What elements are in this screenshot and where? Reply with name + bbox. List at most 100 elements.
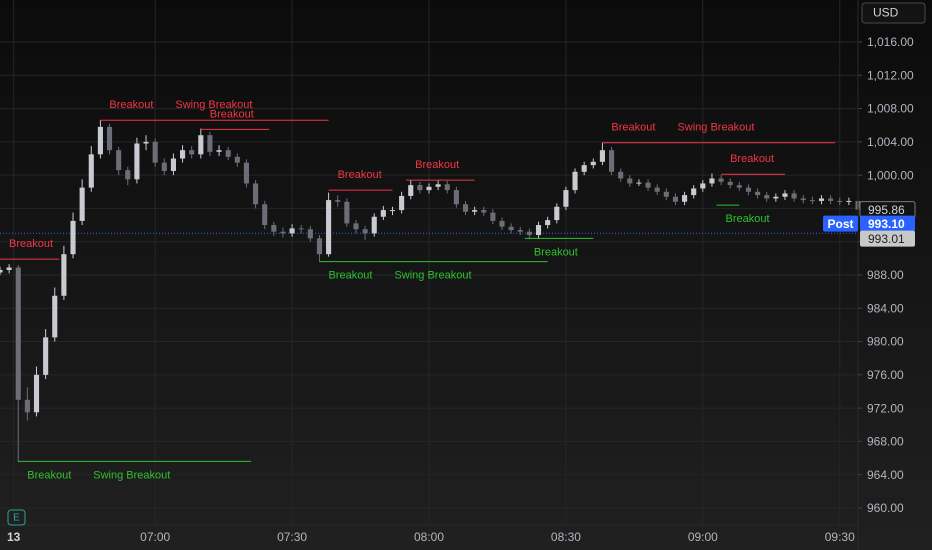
candle-body	[472, 210, 478, 212]
candle-body	[618, 171, 624, 179]
candle-body	[24, 399, 30, 413]
candle-body	[344, 201, 350, 224]
candle-body	[554, 206, 560, 221]
event-marker[interactable]: E	[13, 513, 20, 524]
x-tick-label: 07:00	[140, 530, 170, 544]
x-tick-label: 07:30	[277, 530, 307, 544]
candle-body	[262, 204, 268, 226]
post-line-tag	[860, 230, 915, 247]
candle-body	[33, 374, 40, 413]
candle-body	[672, 196, 679, 202]
candle-body	[691, 188, 697, 196]
candle-body	[207, 135, 213, 152]
breakout-label: Breakout	[534, 246, 578, 258]
candle-body	[189, 150, 195, 155]
candle-body	[198, 135, 204, 155]
x-tick-label: 08:30	[551, 530, 581, 544]
candle-body	[408, 185, 414, 196]
breakout-label: Breakout	[611, 122, 655, 134]
candle-body	[755, 191, 761, 196]
candle-body	[828, 198, 834, 201]
grid	[0, 0, 858, 525]
candle-body	[335, 200, 341, 202]
x-tick-label: 08:00	[414, 530, 444, 544]
x-tick-label: 13	[7, 530, 21, 544]
candle-body	[106, 126, 113, 151]
y-tick-label: 988.00	[867, 268, 904, 282]
candle-body	[517, 230, 523, 232]
candle-body	[627, 178, 633, 184]
candle-body	[52, 295, 58, 338]
candle-body	[289, 228, 295, 234]
candle-body	[362, 229, 368, 234]
candle-body	[371, 216, 377, 234]
candle-body	[216, 150, 222, 152]
currency-label[interactable]: USD	[873, 6, 899, 20]
candle-body	[818, 198, 825, 201]
breakout-label: Breakout	[730, 153, 774, 165]
candle-body	[526, 231, 532, 236]
y-tick-label: 964.00	[867, 468, 904, 482]
candle-body	[791, 193, 797, 199]
candle-body	[499, 220, 505, 227]
candle-body	[462, 204, 469, 212]
candle-body	[417, 185, 423, 191]
candle-body	[79, 187, 85, 221]
candle-body	[444, 184, 450, 191]
y-tick-label: 984.00	[867, 301, 904, 315]
post-price-tag	[860, 215, 915, 232]
candle-body	[800, 198, 806, 201]
candle-body	[700, 183, 706, 189]
candle-body	[727, 181, 733, 186]
candle-body	[0, 269, 3, 273]
breakout-label: Swing Breakout	[394, 270, 471, 282]
candle-body	[6, 267, 12, 270]
breakout-label: Breakout	[27, 469, 71, 481]
candle-body	[399, 195, 405, 211]
event-badge[interactable]	[7, 509, 26, 526]
post-name-tag	[823, 215, 858, 232]
candle-body	[663, 191, 669, 197]
candle-body	[61, 254, 67, 296]
breakout-label: Breakout	[109, 99, 153, 111]
breakout-label: Swing Breakout	[677, 122, 754, 134]
breakout-label: Swing Breakout	[93, 469, 170, 481]
y-tick-label: 1,012.00	[867, 68, 914, 82]
candle-body	[545, 220, 551, 226]
candle-body	[353, 223, 359, 230]
candle-body	[307, 229, 313, 239]
candle-body	[116, 150, 122, 171]
y-tick-label: 972.00	[867, 401, 904, 415]
candle-body	[43, 337, 49, 375]
currency-button[interactable]	[861, 2, 926, 24]
candle-body	[590, 161, 596, 166]
candle-body	[134, 143, 140, 180]
breakout-label: Breakout	[328, 270, 372, 282]
candle-body	[316, 238, 323, 255]
candle-body	[453, 190, 459, 205]
candle-body	[380, 210, 386, 217]
post-name: Post	[827, 217, 853, 231]
candle-body	[709, 178, 715, 184]
candle-body	[645, 182, 651, 188]
candle-body	[599, 150, 605, 162]
candle-body	[143, 141, 149, 144]
breakout-label: Swing Breakout	[175, 99, 252, 111]
candle-body	[481, 210, 487, 213]
candle-body	[225, 150, 231, 157]
candle-body	[389, 210, 396, 212]
candle-body	[490, 212, 496, 221]
post-line-label: 993.01	[868, 232, 905, 246]
candle-body	[152, 141, 158, 163]
y-tick-label: 1,008.00	[867, 102, 914, 116]
candle-body	[161, 162, 167, 171]
candle-body	[326, 200, 332, 255]
breakout-label: Breakout	[210, 108, 254, 120]
candle-body	[809, 200, 815, 202]
candle-body	[682, 195, 688, 202]
candle-body	[280, 231, 286, 234]
candle-body	[15, 267, 21, 400]
